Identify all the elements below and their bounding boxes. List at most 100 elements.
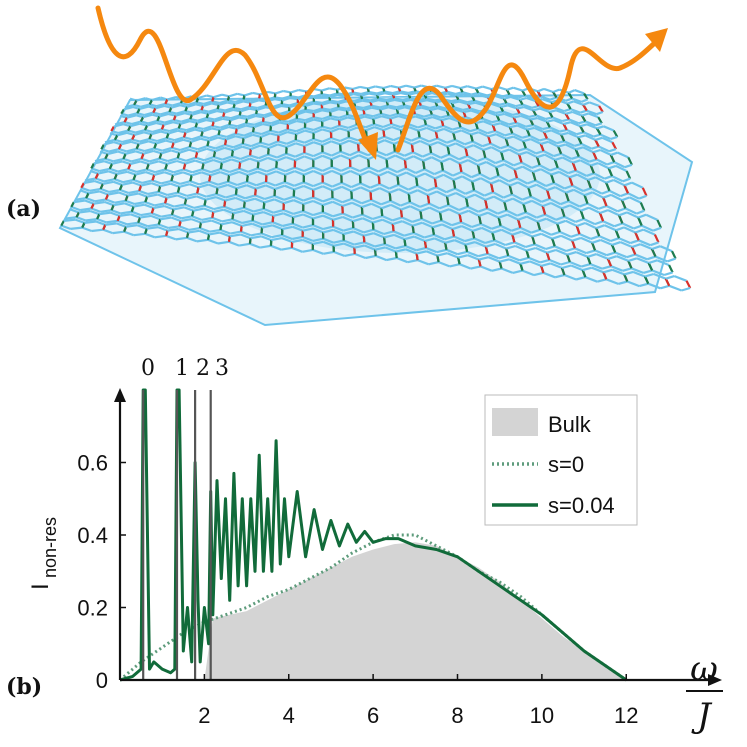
lattice-bond (512, 197, 524, 205)
y-tick-label: 0.4 (77, 523, 108, 548)
lattice-bond (405, 167, 417, 174)
lattice-bond (189, 183, 199, 189)
lattice-bond (133, 100, 138, 106)
lattice-bond (626, 253, 636, 259)
lattice-bond (599, 149, 612, 156)
lattice-bond (395, 244, 406, 250)
lattice-bond (337, 93, 346, 98)
lattice-bond (63, 218, 76, 222)
lattice-bond (618, 214, 624, 224)
lattice-bond (263, 111, 273, 117)
lattice-bond (140, 182, 152, 187)
lattice-bond (674, 275, 687, 282)
lattice-bond (258, 156, 269, 163)
lattice-bond (404, 155, 414, 161)
lattice-bond (456, 93, 464, 97)
lattice-bond (250, 232, 262, 237)
lattice-bond (627, 260, 633, 269)
lattice-bond (108, 163, 114, 170)
lattice-bond (312, 237, 324, 242)
lattice-bond (613, 222, 623, 228)
lattice-bond (567, 131, 579, 139)
lattice-bond (376, 150, 387, 157)
lattice-bond (322, 181, 333, 188)
lattice-bond (133, 103, 142, 108)
lattice-bond (201, 109, 210, 113)
lattice-bond (205, 196, 217, 201)
lattice-bond (190, 137, 201, 143)
lattice-bond (312, 196, 324, 203)
lattice-bond (304, 118, 315, 124)
lattice-bond (219, 224, 223, 231)
lattice-bond (107, 150, 119, 156)
lattice-bond (419, 139, 431, 147)
lattice-bond (136, 168, 148, 173)
lattice-bond (498, 119, 510, 126)
lattice-bond (278, 128, 289, 134)
lattice-bond (244, 194, 256, 200)
lattice-bond (163, 121, 174, 126)
lattice-bond (79, 207, 92, 212)
lattice-bond (222, 115, 232, 120)
lattice-bond (99, 167, 111, 173)
lattice-bond (305, 102, 315, 107)
lattice-bond (543, 87, 554, 94)
lattice-bond (469, 107, 480, 113)
lattice-bond (421, 106, 431, 112)
lattice-bond (196, 187, 200, 194)
lattice-bond (528, 114, 537, 118)
lattice-bond (396, 176, 400, 185)
lattice-bond (468, 209, 480, 217)
lattice-bond (413, 235, 426, 243)
lattice-bond (360, 95, 364, 100)
lattice-bond (668, 264, 674, 273)
lattice-bond (407, 259, 418, 264)
lattice-bond (502, 110, 513, 116)
lattice-bond (482, 85, 492, 91)
lattice-bond (622, 267, 632, 272)
lattice-bond (484, 195, 495, 201)
lattice-bond (575, 217, 585, 223)
lattice-bond (424, 172, 436, 180)
lattice-bond (599, 209, 609, 215)
lattice-bond (274, 194, 285, 201)
lattice-bond (388, 183, 399, 190)
lattice-bond (616, 255, 629, 262)
lattice-bond (495, 159, 504, 165)
lattice-bond (321, 140, 332, 147)
lattice-bond (610, 135, 618, 141)
lattice-bond (632, 270, 646, 278)
lattice-bond (120, 140, 132, 146)
lattice-bond (378, 99, 388, 103)
lattice-bond (555, 248, 568, 256)
lattice-bond (203, 155, 215, 162)
lattice-bond (428, 137, 438, 143)
lattice-bond (605, 278, 619, 285)
lattice-bond (627, 192, 640, 200)
lattice-bond (618, 237, 631, 245)
lattice-bond (134, 201, 146, 206)
lattice-bond (364, 113, 374, 118)
lattice-bond (432, 223, 443, 229)
lattice-bond (180, 101, 189, 106)
lattice-bond (130, 213, 141, 219)
lattice-bond (146, 193, 158, 198)
lattice-bond (201, 171, 211, 177)
lattice-bond (388, 106, 398, 111)
lattice-bond (483, 146, 492, 152)
lattice-bond (303, 169, 314, 176)
lattice-bond (591, 238, 602, 244)
lattice-bond (81, 222, 86, 229)
lattice-bond (119, 213, 131, 217)
lattice-bond (173, 168, 185, 174)
lattice-bond (255, 184, 267, 190)
lattice-bond (173, 203, 186, 208)
lattice-bond (195, 156, 205, 162)
lattice-bond (480, 265, 493, 272)
lattice-bond (365, 254, 376, 260)
lattice-bond (392, 216, 403, 222)
lattice-bond (426, 99, 436, 104)
lattice-bond (84, 177, 96, 182)
lattice-bond (514, 244, 528, 252)
lattice-bond (281, 234, 293, 241)
